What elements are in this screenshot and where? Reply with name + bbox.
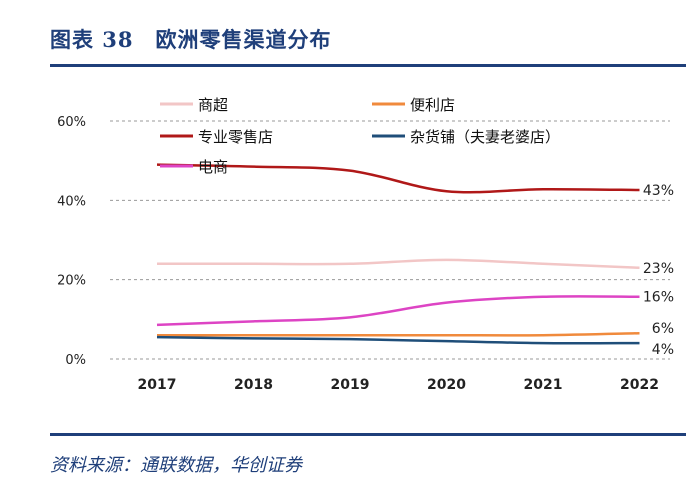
series-line bbox=[156, 335, 640, 345]
y-tick-label: 20% bbox=[57, 274, 86, 289]
series-line bbox=[156, 258, 640, 270]
end-label: 43% bbox=[643, 183, 674, 199]
title-rule bbox=[50, 64, 686, 67]
x-tick-label: 2022 bbox=[620, 377, 659, 393]
end-label: 4% bbox=[652, 342, 674, 358]
figure-title: 图表 38 欧洲零售渠道分布 bbox=[50, 27, 332, 52]
series-lines bbox=[156, 163, 640, 345]
y-tick-label: 60% bbox=[57, 115, 86, 130]
legend-label: 电商 bbox=[198, 158, 228, 176]
x-tick-label: 2019 bbox=[331, 377, 370, 393]
source-note: 资料来源：通联数据，华创证券 bbox=[50, 455, 302, 476]
end-label: 6% bbox=[652, 321, 674, 337]
y-tick-labels: 0% 20% 40% 60% bbox=[57, 115, 86, 368]
legend-label: 杂货铺（夫妻老婆店） bbox=[410, 128, 560, 146]
x-tick-label: 2018 bbox=[234, 377, 273, 393]
x-tick-label: 2020 bbox=[427, 377, 466, 393]
legend-label: 专业零售店 bbox=[198, 128, 273, 146]
end-label: 16% bbox=[643, 290, 674, 306]
x-tick-label: 2017 bbox=[138, 377, 177, 393]
series-line bbox=[157, 331, 640, 337]
legend-label: 商超 bbox=[198, 96, 228, 114]
series-line bbox=[156, 163, 640, 194]
x-tick-label: 2021 bbox=[524, 377, 563, 393]
end-labels: 23% 6% 43% 4% 16% bbox=[643, 183, 674, 358]
y-tick-label: 40% bbox=[57, 194, 86, 209]
y-tick-label: 0% bbox=[65, 353, 86, 368]
series-line bbox=[156, 295, 640, 327]
source-rule bbox=[50, 433, 686, 436]
x-tick-labels: 2017 2018 2019 2020 2021 2022 bbox=[138, 377, 659, 393]
end-label: 23% bbox=[643, 261, 674, 277]
legend-label: 便利店 bbox=[410, 96, 455, 114]
